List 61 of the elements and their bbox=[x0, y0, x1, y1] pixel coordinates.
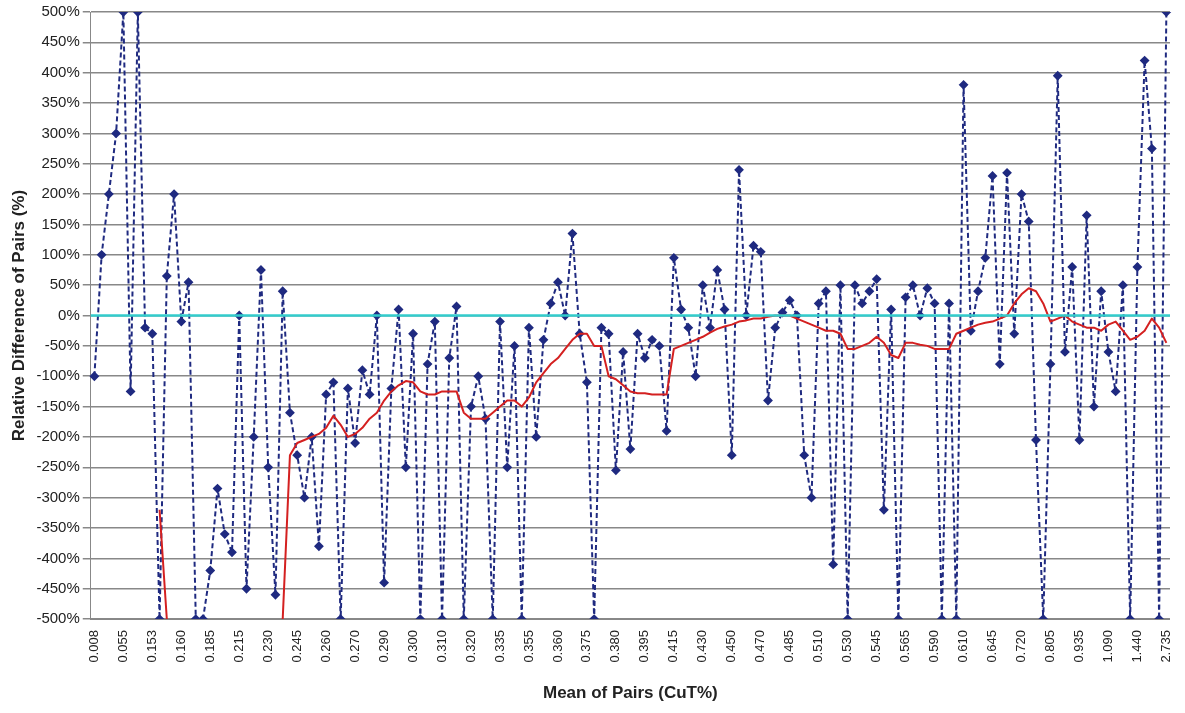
x-tick-label: 0.360 bbox=[549, 630, 565, 663]
y-tick-label: -300% bbox=[36, 487, 80, 505]
x-tick-label: 0.415 bbox=[665, 630, 681, 663]
x-tick-label: 0.008 bbox=[85, 630, 101, 663]
x-tick-label: 0.590 bbox=[926, 630, 942, 663]
x-tick-label: 0.805 bbox=[1042, 630, 1058, 663]
x-tick-label: 0.545 bbox=[868, 630, 884, 663]
y-axis-title: Relative Difference of Pairs (%) bbox=[8, 189, 28, 442]
x-tick-label: 0.270 bbox=[346, 630, 362, 663]
x-tick-label: 0.260 bbox=[317, 630, 333, 663]
x-tick-label: 0.215 bbox=[230, 630, 246, 663]
x-tick-label: 0.185 bbox=[201, 630, 217, 663]
y-tick-label: 500% bbox=[41, 2, 80, 20]
x-tick-label: 0.645 bbox=[984, 630, 1000, 663]
x-tick-label: 0.230 bbox=[259, 630, 275, 663]
x-tick-label: 0.510 bbox=[810, 630, 826, 663]
y-tick-label: 250% bbox=[41, 153, 80, 171]
x-tick-label: 0.153 bbox=[143, 630, 159, 663]
y-tick-label: 200% bbox=[41, 184, 80, 202]
x-tick-label: 0.245 bbox=[288, 630, 304, 663]
x-tick-label: 0.160 bbox=[172, 630, 188, 663]
x-tick-label: 1.440 bbox=[1128, 630, 1144, 663]
x-tick-label: 0.310 bbox=[433, 630, 449, 663]
x-tick-label: 0.300 bbox=[404, 630, 420, 663]
x-tick-label: 0.355 bbox=[520, 630, 536, 663]
y-tick-label: -250% bbox=[36, 457, 80, 475]
y-tick-label: 150% bbox=[41, 214, 80, 232]
x-tick-label: 0.375 bbox=[578, 630, 594, 663]
y-tick-label: 0% bbox=[58, 305, 80, 323]
y-tick-label: -400% bbox=[36, 548, 80, 566]
x-tick-label: 0.485 bbox=[781, 630, 797, 663]
x-tick-label: 0.380 bbox=[607, 630, 623, 663]
x-tick-label: 2.735 bbox=[1157, 630, 1173, 663]
x-tick-label: 0.470 bbox=[752, 630, 768, 663]
y-tick-label: 300% bbox=[41, 123, 80, 141]
y-tick-label: 100% bbox=[41, 244, 80, 262]
x-tick-label: 0.720 bbox=[1013, 630, 1029, 663]
x-tick-label: 0.935 bbox=[1071, 630, 1087, 663]
y-tick-label: -500% bbox=[36, 609, 80, 627]
x-tick-label: 0.565 bbox=[897, 630, 913, 663]
x-tick-label: 0.335 bbox=[491, 630, 507, 663]
y-tick-label: 450% bbox=[41, 32, 80, 50]
x-tick-label: 0.395 bbox=[636, 630, 652, 663]
x-tick-label: 0.530 bbox=[839, 630, 855, 663]
y-tick-label: -150% bbox=[36, 396, 80, 414]
x-axis-title: Mean of Pairs (CuT%) bbox=[543, 683, 718, 703]
y-tick-label: 400% bbox=[41, 62, 80, 80]
x-tick-label: 0.290 bbox=[375, 630, 391, 663]
x-tick-label: 0.055 bbox=[114, 630, 130, 663]
x-tick-label: 0.320 bbox=[462, 630, 478, 663]
y-tick-label: -200% bbox=[36, 427, 80, 445]
y-tick-label: -50% bbox=[44, 336, 80, 354]
y-tick-label: 50% bbox=[49, 275, 80, 293]
x-tick-label: 0.610 bbox=[955, 630, 971, 663]
x-tick-label: 1.090 bbox=[1100, 630, 1115, 663]
y-tick-label: 350% bbox=[41, 93, 80, 111]
y-tick-label: -100% bbox=[36, 366, 80, 384]
y-tick-label: -450% bbox=[36, 578, 80, 596]
x-tick-label: 0.450 bbox=[723, 630, 739, 663]
x-tick-label: 0.430 bbox=[694, 630, 710, 663]
y-tick-label: -350% bbox=[36, 518, 80, 536]
